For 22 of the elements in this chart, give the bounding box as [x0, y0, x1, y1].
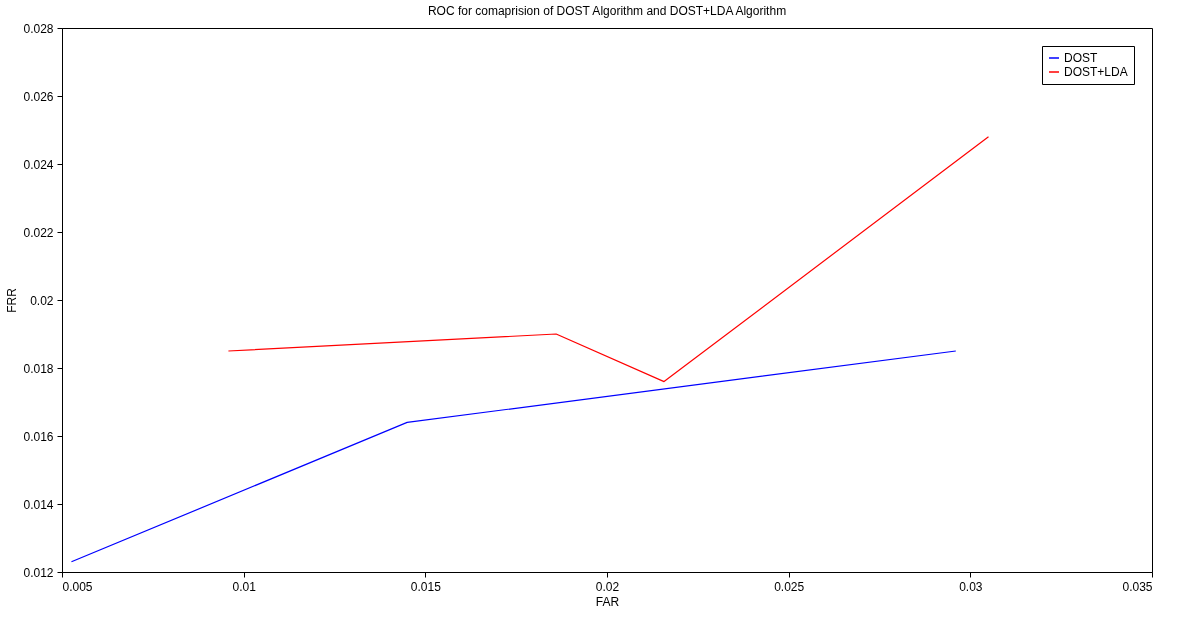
y-tick-label: 0.028 [23, 21, 54, 36]
y-tick-label: 0.026 [23, 89, 54, 104]
x-axis-title: FAR [595, 594, 620, 609]
y-axis-title: FRR [5, 287, 20, 313]
chart-title: ROC for comaprision of DOST Algorithm and DOST+LDA Algorithm [427, 4, 787, 18]
y-tick-label: 0.024 [23, 157, 54, 172]
x-tick-label: 0.025 [774, 579, 805, 594]
x-tick-label: 0.02 [595, 579, 620, 594]
x-tick-label: 0.035 [1122, 579, 1153, 594]
y-tick-label: 0.012 [23, 565, 54, 580]
y-tick-label: 0.018 [23, 361, 54, 376]
legend-label: DOST [1064, 51, 1098, 65]
y-tick-label: 0.02 [30, 293, 54, 308]
y-tick-label: 0.022 [23, 225, 54, 240]
x-tick-label: 0.03 [959, 579, 983, 594]
x-tick-label: 0.015 [410, 579, 442, 594]
y-tick-label: 0.016 [23, 429, 54, 444]
x-tick-label: 0.01 [232, 579, 257, 594]
x-tick-label: 0.005 [62, 579, 93, 594]
line-series [227, 136, 990, 383]
legend-label: DOST+LDA [1064, 65, 1128, 79]
y-tick-label: 0.014 [23, 497, 54, 512]
